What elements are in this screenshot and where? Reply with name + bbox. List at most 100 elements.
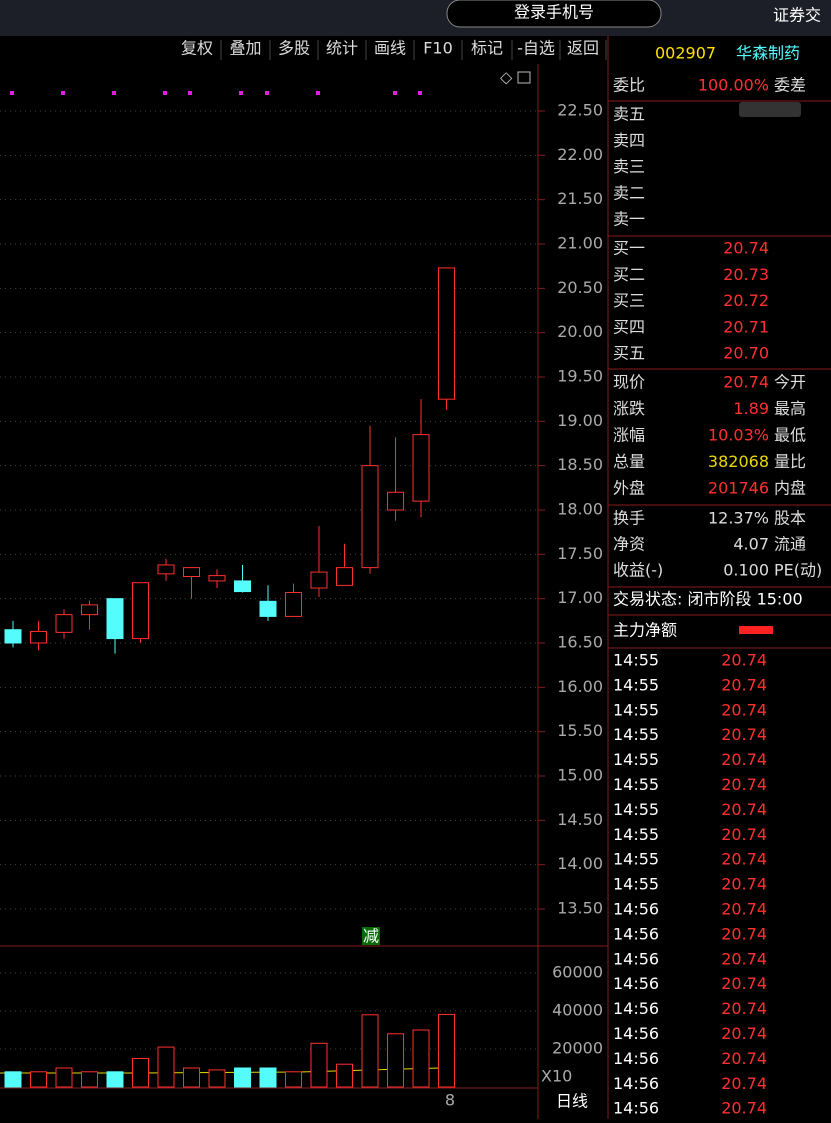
candle-body — [55, 614, 73, 633]
toolbar-button[interactable]: 叠加 — [229, 39, 261, 58]
label: 最低 — [774, 426, 806, 445]
trade-time: 14:55 — [613, 800, 659, 819]
login-text[interactable]: 登录手机号 — [514, 3, 594, 22]
toolbar-button[interactable]: 返回 — [567, 39, 599, 58]
toolbar-button[interactable]: 复权 — [181, 39, 213, 58]
volume-bar — [183, 1067, 200, 1088]
collapse-button[interactable] — [739, 102, 801, 117]
price-tick-label: 21.00 — [557, 234, 603, 253]
label: 卖一 — [613, 210, 645, 229]
label: 买五 — [613, 344, 645, 363]
toolbar — [0, 36, 831, 64]
trade-price: 20.74 — [721, 1074, 767, 1093]
trade-price: 20.74 — [721, 999, 767, 1018]
volume-bar — [4, 1071, 22, 1088]
toolbar-button[interactable]: 画线 — [374, 39, 406, 58]
candle-body — [81, 604, 98, 616]
volume-tick-label: 40000 — [552, 1001, 603, 1020]
top-right-text: 证券交 — [773, 6, 821, 25]
label: 收益(-) — [613, 561, 663, 580]
volume-bar — [55, 1067, 73, 1088]
label: 净资 — [613, 535, 645, 554]
trade-time: 14:55 — [613, 675, 659, 694]
price-tick-label: 20.00 — [557, 322, 603, 341]
volume-bar — [259, 1067, 277, 1088]
label: 涨幅 — [613, 426, 645, 445]
label: 委比 — [613, 76, 645, 95]
trade-time: 14:56 — [613, 924, 659, 943]
value: 20.74 — [723, 373, 769, 392]
toolbar-button[interactable]: 统计 — [326, 39, 358, 58]
price-tick-label: 16.50 — [557, 633, 603, 652]
trade-price: 20.74 — [721, 675, 767, 694]
value: 20.70 — [723, 344, 769, 363]
price-tick-label: 18.50 — [557, 455, 603, 474]
price-tick-label: 22.50 — [557, 101, 603, 120]
volume-bar — [132, 1058, 149, 1088]
volume-bar — [438, 1013, 455, 1088]
value: 20.73 — [723, 265, 769, 284]
x-label: 8 — [445, 1091, 455, 1110]
toolbar-button[interactable]: 多股 — [278, 39, 310, 58]
stock-name: 华森制药 — [736, 44, 800, 63]
marker-bg — [362, 927, 380, 945]
label: 总量 — [613, 452, 645, 471]
trade-time: 14:56 — [613, 949, 659, 968]
volume-tick-label: 60000 — [552, 963, 603, 982]
trade-time: 14:56 — [613, 900, 659, 919]
volume-bar — [106, 1071, 124, 1088]
value: 0.100 — [723, 561, 769, 580]
trade-time: 14:55 — [613, 725, 659, 744]
chart-marker: 减 — [363, 927, 379, 946]
value: 1.89 — [733, 399, 769, 418]
label: 最高 — [774, 399, 806, 418]
trade-time: 14:56 — [613, 999, 659, 1018]
main-flow-label: 主力净额 — [613, 621, 677, 640]
candle-body — [361, 465, 379, 569]
value: 382068 — [708, 452, 769, 471]
label: 买二 — [613, 265, 645, 284]
volume-bar — [412, 1029, 430, 1088]
trade-time: 14:56 — [613, 974, 659, 993]
login-button[interactable] — [446, 0, 662, 28]
label: 委差 — [774, 76, 806, 95]
flow-bar — [739, 626, 773, 634]
candle-body — [285, 591, 302, 617]
volume-unit: X10 — [541, 1067, 572, 1086]
toolbar-button[interactable]: -自选 — [517, 39, 555, 58]
value: 12.37% — [708, 509, 769, 528]
candle-body — [30, 630, 47, 644]
candle-body — [387, 491, 404, 511]
candle-body — [183, 567, 200, 578]
volume-bar — [285, 1071, 302, 1088]
label: 买四 — [613, 317, 645, 336]
label: 流通 — [774, 535, 806, 554]
price-tick-label: 13.50 — [557, 899, 603, 918]
value: 20.74 — [723, 239, 769, 258]
volume-tick-label: 20000 — [552, 1039, 603, 1058]
trade-price: 20.74 — [721, 875, 767, 894]
volume-bar — [81, 1071, 98, 1088]
icon[interactable] — [517, 71, 531, 84]
toolbar-button[interactable]: F10 — [423, 39, 453, 58]
candle-body — [4, 629, 22, 644]
price-tick-label: 19.50 — [557, 367, 603, 386]
trade-price: 20.74 — [721, 651, 767, 670]
trade-price: 20.74 — [721, 1099, 767, 1118]
trade-time: 14:56 — [613, 1074, 659, 1093]
price-tick-label: 15.00 — [557, 766, 603, 785]
toolbar-button[interactable]: 标记 — [471, 39, 503, 58]
label: 内盘 — [774, 479, 806, 498]
icon[interactable]: ◇ — [500, 68, 513, 87]
volume-bar — [30, 1071, 47, 1088]
candle-body — [310, 571, 328, 589]
status: 交易状态: 闭市阶段 15:00 — [613, 590, 803, 609]
volume-bar — [310, 1042, 328, 1088]
trade-price: 20.74 — [721, 850, 767, 869]
candle-body — [234, 580, 251, 593]
trade-price: 20.74 — [721, 750, 767, 769]
price-tick-label: 16.00 — [557, 677, 603, 696]
price-tick-label: 17.00 — [557, 588, 603, 607]
